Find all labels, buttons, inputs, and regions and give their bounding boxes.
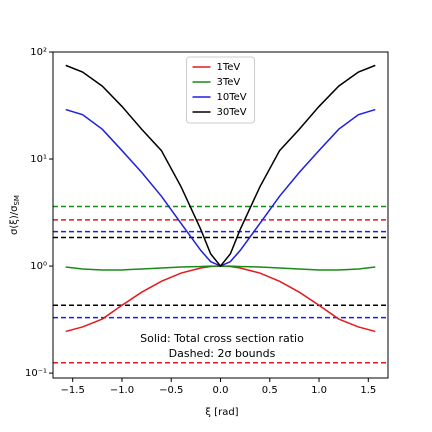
series-line: [65, 265, 376, 333]
y-tick-label: 10¹: [30, 154, 47, 165]
annotation: Solid: Total cross section ratio: [140, 332, 304, 345]
legend-box: [186, 56, 255, 124]
y-axis-label-main: σ(ξ)/σ: [9, 205, 20, 235]
series-line: [65, 64, 376, 268]
y-tick-label: 10²: [30, 47, 47, 58]
y-axis-label-sub: SM: [13, 195, 21, 205]
x-tick-label: 1.5: [360, 385, 376, 396]
y-axis-label: σ(ξ)/σSM: [9, 195, 21, 235]
legend-label: 1TeV: [217, 62, 241, 73]
y-tick-label: 10⁻¹: [25, 368, 47, 379]
x-axis-label: ξ [rad]: [205, 407, 238, 418]
legend-label: 30TeV: [217, 107, 247, 118]
x-tick-label: 1.0: [311, 385, 327, 396]
plot-area: [53, 64, 388, 364]
axes-frame: [52, 51, 389, 379]
x-tick-label: −1.0: [110, 385, 134, 396]
legend-label: 3TeV: [217, 77, 241, 88]
x-tick-label: −0.5: [159, 385, 183, 396]
x-tick-label: 0.5: [262, 385, 278, 396]
legend-label: 10TeV: [217, 92, 247, 103]
x-tick-label: 0.0: [213, 385, 229, 396]
series-line: [65, 108, 376, 267]
y-tick-label: 10⁰: [30, 261, 47, 272]
x-tick-label: −1.5: [61, 385, 85, 396]
annotation: Dashed: 2σ bounds: [169, 347, 276, 360]
